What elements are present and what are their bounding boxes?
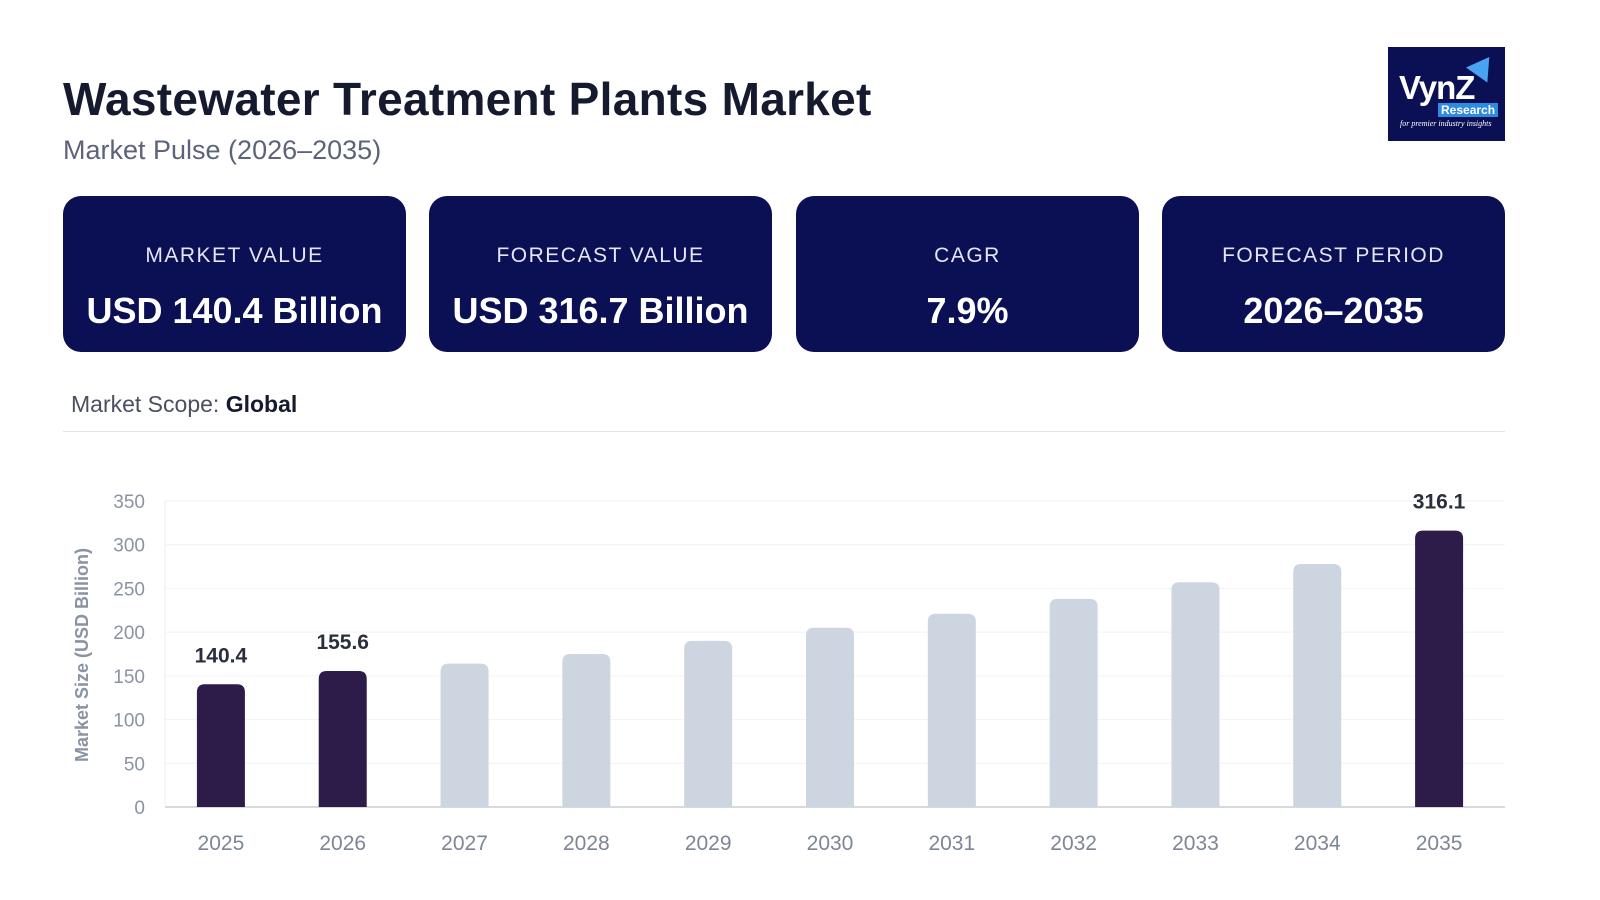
x-tick-label: 2032 xyxy=(1050,832,1097,855)
card-value: USD 140.4 Billion xyxy=(86,290,383,331)
y-tick-label: 300 xyxy=(113,536,145,557)
bar-2026 xyxy=(318,670,367,807)
logo-tagline: for premier industry insights xyxy=(1400,119,1492,128)
bar-2030 xyxy=(806,627,854,807)
x-tick-label: 2025 xyxy=(198,832,245,855)
market-scope: Market Scope: Global xyxy=(71,391,297,418)
y-tick-label: 350 xyxy=(113,492,145,513)
forecast-value-card: FORECAST VALUE USD 316.7 Billion xyxy=(429,196,772,352)
logo-text: VynZ xyxy=(1399,69,1475,106)
bar-2034 xyxy=(1293,563,1342,807)
x-tick-label: 2026 xyxy=(319,832,366,855)
card-value: 7.9% xyxy=(926,290,1009,331)
card-label: FORECAST VALUE xyxy=(496,244,705,267)
y-tick-label: 100 xyxy=(113,711,145,732)
y-tick-label: 0 xyxy=(134,798,145,819)
card-value: USD 316.7 Billion xyxy=(452,290,749,331)
scope-label: Market Scope: xyxy=(71,391,220,417)
x-tick-label: 2027 xyxy=(441,832,488,855)
bar-2027 xyxy=(440,663,489,807)
card-label: MARKET VALUE xyxy=(145,244,324,267)
x-tick-label: 2030 xyxy=(807,832,854,855)
x-tick-label: 2033 xyxy=(1172,832,1219,855)
x-tick-label: 2028 xyxy=(563,832,610,855)
x-tick-label: 2035 xyxy=(1416,832,1463,855)
cagr-card: CAGR 7.9% xyxy=(796,196,1139,352)
x-tick-label: 2031 xyxy=(928,832,975,855)
x-tick-label: 2029 xyxy=(685,832,732,855)
bar-2035 xyxy=(1415,530,1464,807)
page-subtitle: Market Pulse (2026–2035) xyxy=(63,135,382,165)
market-value-card: MARKET VALUE USD 140.4 Billion xyxy=(63,196,406,352)
y-tick-label: 250 xyxy=(113,579,145,600)
y-tick-label: 50 xyxy=(124,754,145,775)
data-label-2025: 140.4 xyxy=(195,644,248,667)
card-value: 2026–2035 xyxy=(1243,290,1424,331)
data-label-2026: 155.6 xyxy=(316,631,369,654)
x-tick-label: 2034 xyxy=(1294,832,1341,855)
card-label: FORECAST PERIOD xyxy=(1222,244,1445,267)
bar-2028 xyxy=(562,654,611,807)
bar-2029 xyxy=(684,640,733,807)
bar-2032 xyxy=(1049,598,1098,807)
bar-2025 xyxy=(196,684,245,807)
bar-2031 xyxy=(927,613,976,807)
divider xyxy=(63,431,1505,432)
page-title: Wastewater Treatment Plants Market xyxy=(63,73,872,125)
vynz-logo: VynZ Research for premier industry insig… xyxy=(1388,47,1505,141)
logo-sub: Research xyxy=(1438,103,1499,117)
forecast-period-card: FORECAST PERIOD 2026–2035 xyxy=(1162,196,1505,352)
bar-2033 xyxy=(1171,582,1220,807)
y-tick-label: 150 xyxy=(113,667,145,688)
data-label-2035: 316.1 xyxy=(1413,491,1466,514)
scope-value: Global xyxy=(225,391,298,417)
y-axis-title: Market Size (USD Billion) xyxy=(72,548,92,762)
y-tick-label: 200 xyxy=(113,623,145,644)
card-label: CAGR xyxy=(934,244,1001,267)
